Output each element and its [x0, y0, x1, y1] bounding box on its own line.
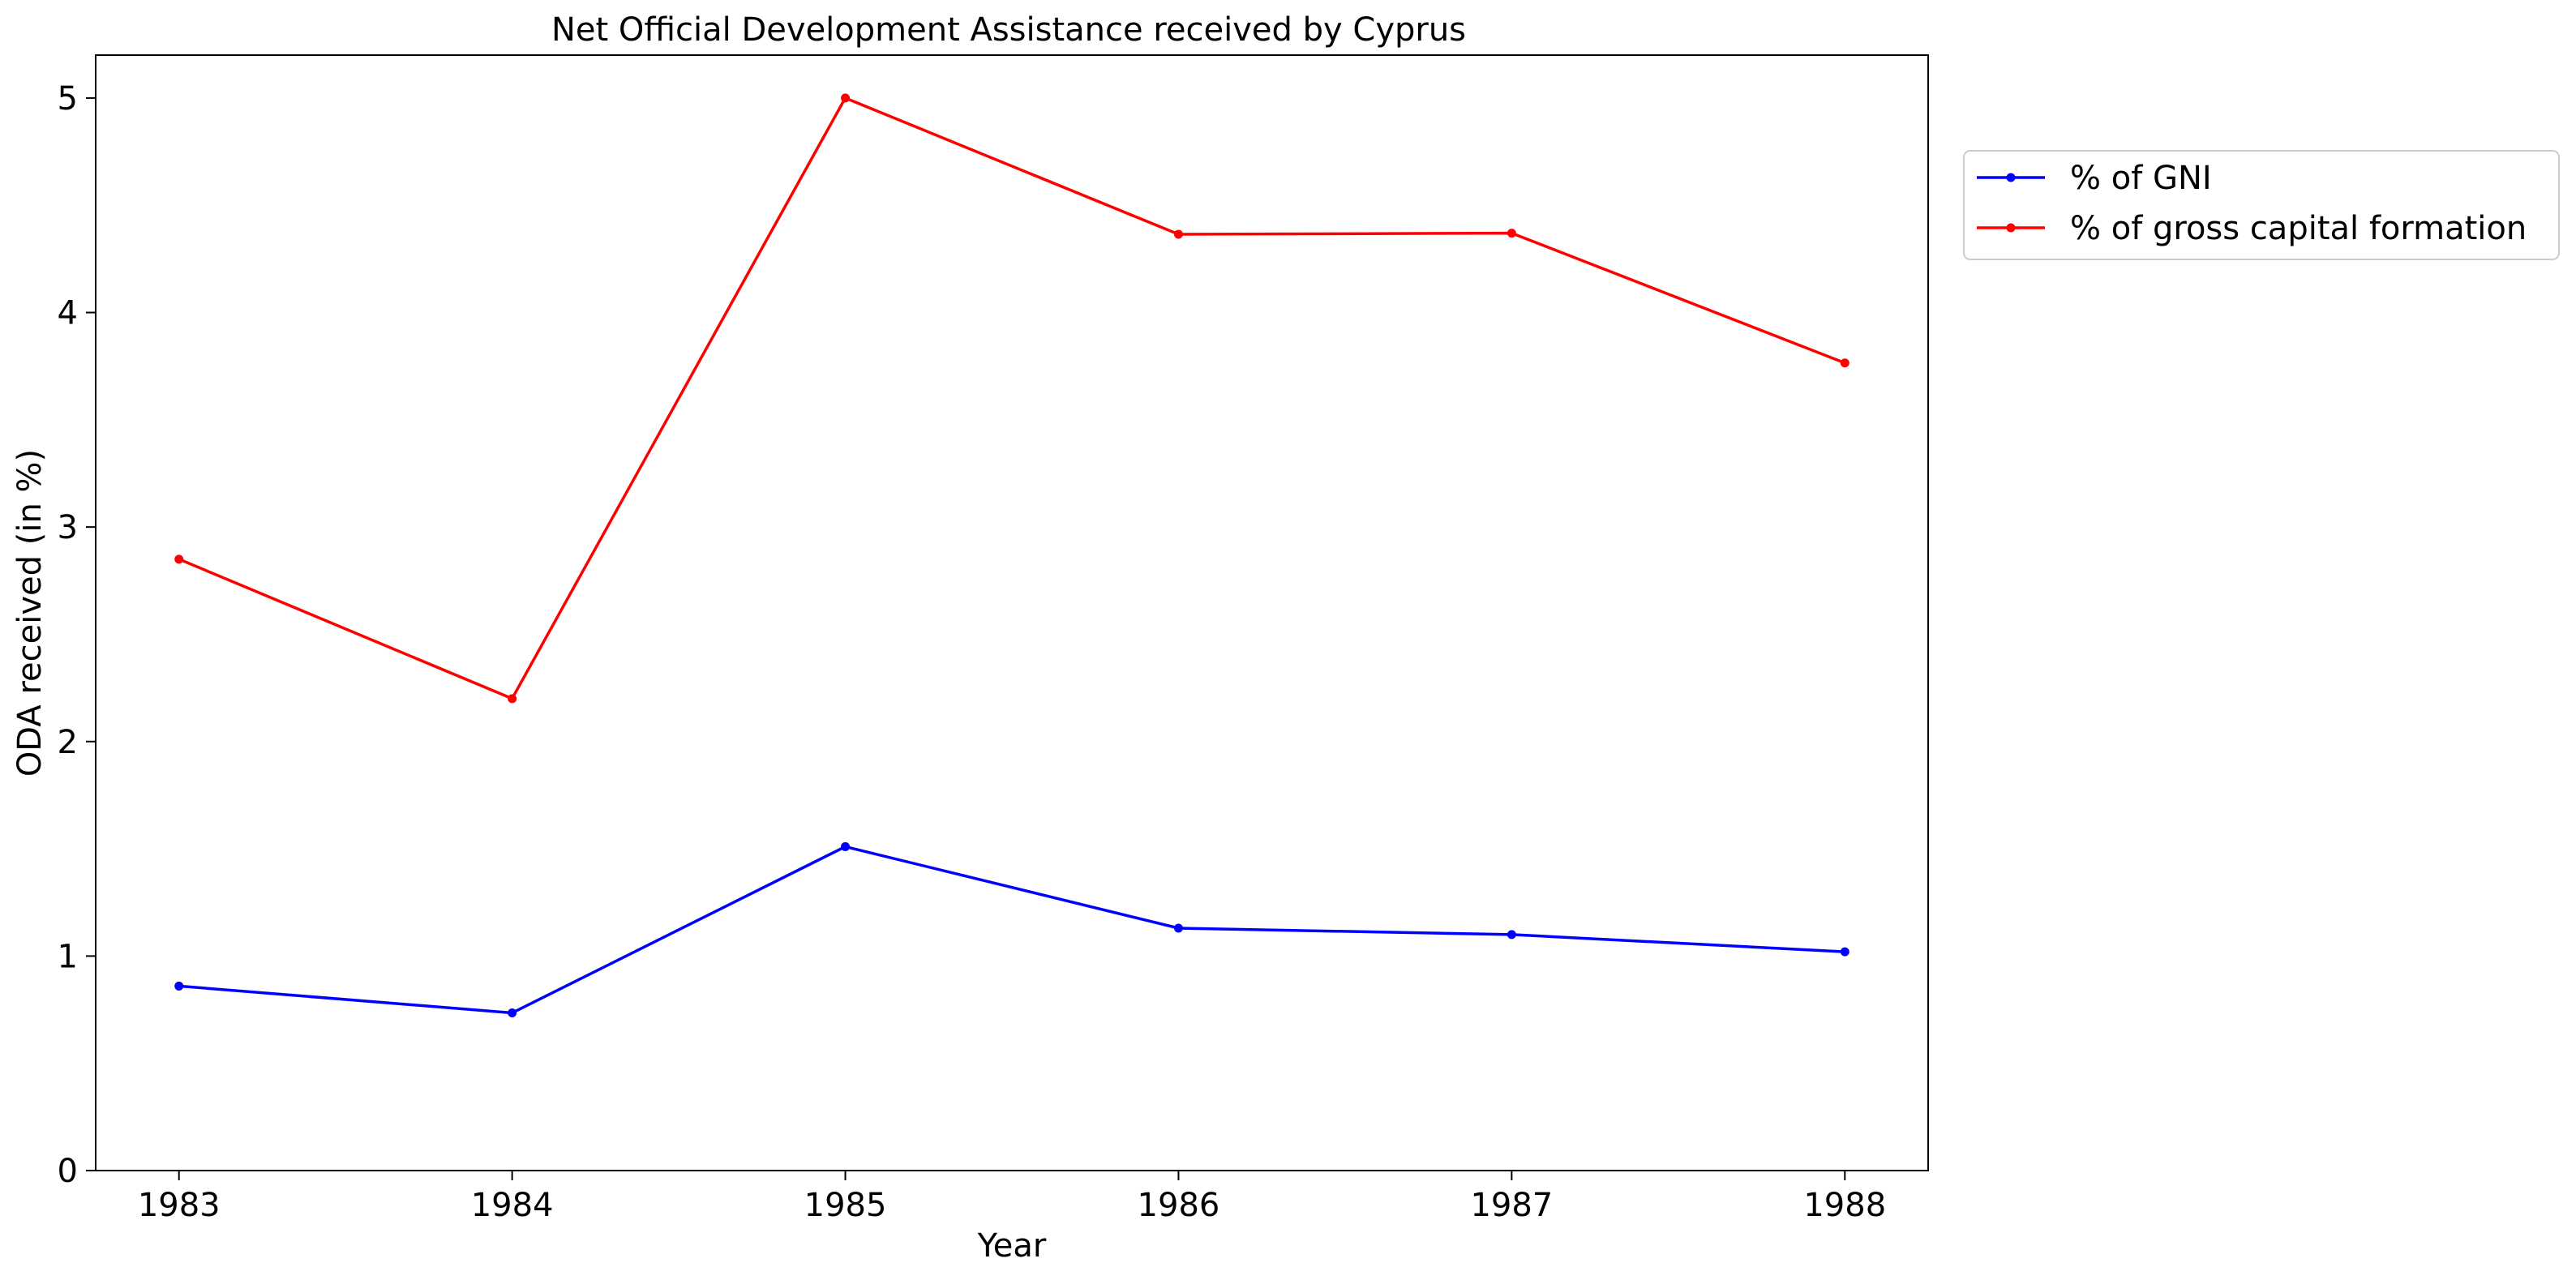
x-tick-label: 1988: [1803, 1187, 1886, 1224]
x-tick-label: 1986: [1138, 1187, 1220, 1224]
legend-label: % of gross capital formation: [2070, 210, 2527, 247]
legend-box: [1963, 150, 2560, 260]
data-point: [1507, 930, 1516, 940]
x-axis-label: Year: [977, 1227, 1047, 1265]
legend: % of GNI % of gross capital formation: [1963, 150, 2560, 260]
x-tick-label: 1985: [804, 1187, 887, 1224]
data-point: [174, 554, 184, 564]
data-point: [1173, 923, 1183, 933]
y-tick-label: 4: [58, 295, 78, 332]
chart-title: Net Official Development Assistance rece…: [551, 11, 1466, 49]
y-tick-label: 1: [58, 938, 78, 975]
x-axis-ticks: 1983 1984 1985 1986 1987 1988: [138, 1171, 1886, 1224]
y-tick-label: 3: [58, 509, 78, 546]
data-point: [508, 1008, 517, 1018]
legend-entries: % of GNI % of gross capital formation: [1977, 160, 2527, 247]
data-point: [174, 981, 184, 991]
series-line-1: [178, 96, 1845, 700]
data-point: [1507, 229, 1516, 238]
series-layer: [174, 93, 1849, 1018]
y-axis-label: ODA received (in %): [11, 449, 49, 777]
x-tick-label: 1987: [1470, 1187, 1553, 1224]
x-tick-label: 1983: [138, 1187, 221, 1224]
legend-label: % of GNI: [2070, 160, 2212, 197]
data-point: [841, 93, 851, 103]
legend-marker: [2006, 173, 2016, 182]
series-line-0: [178, 845, 1845, 1015]
y-tick-label: 0: [58, 1153, 78, 1190]
data-point: [1840, 947, 1849, 957]
data-point: [1840, 358, 1849, 368]
data-point: [841, 841, 851, 851]
plot-frame: [95, 54, 1929, 1171]
y-tick-label: 5: [58, 80, 78, 118]
data-point: [508, 694, 517, 704]
data-point: [1173, 229, 1183, 239]
x-tick-label: 1984: [471, 1187, 554, 1224]
y-tick-label: 2: [58, 724, 78, 761]
y-axis-ticks: 0 1 2 3 4 5: [58, 80, 96, 1190]
legend-marker: [2006, 223, 2016, 233]
